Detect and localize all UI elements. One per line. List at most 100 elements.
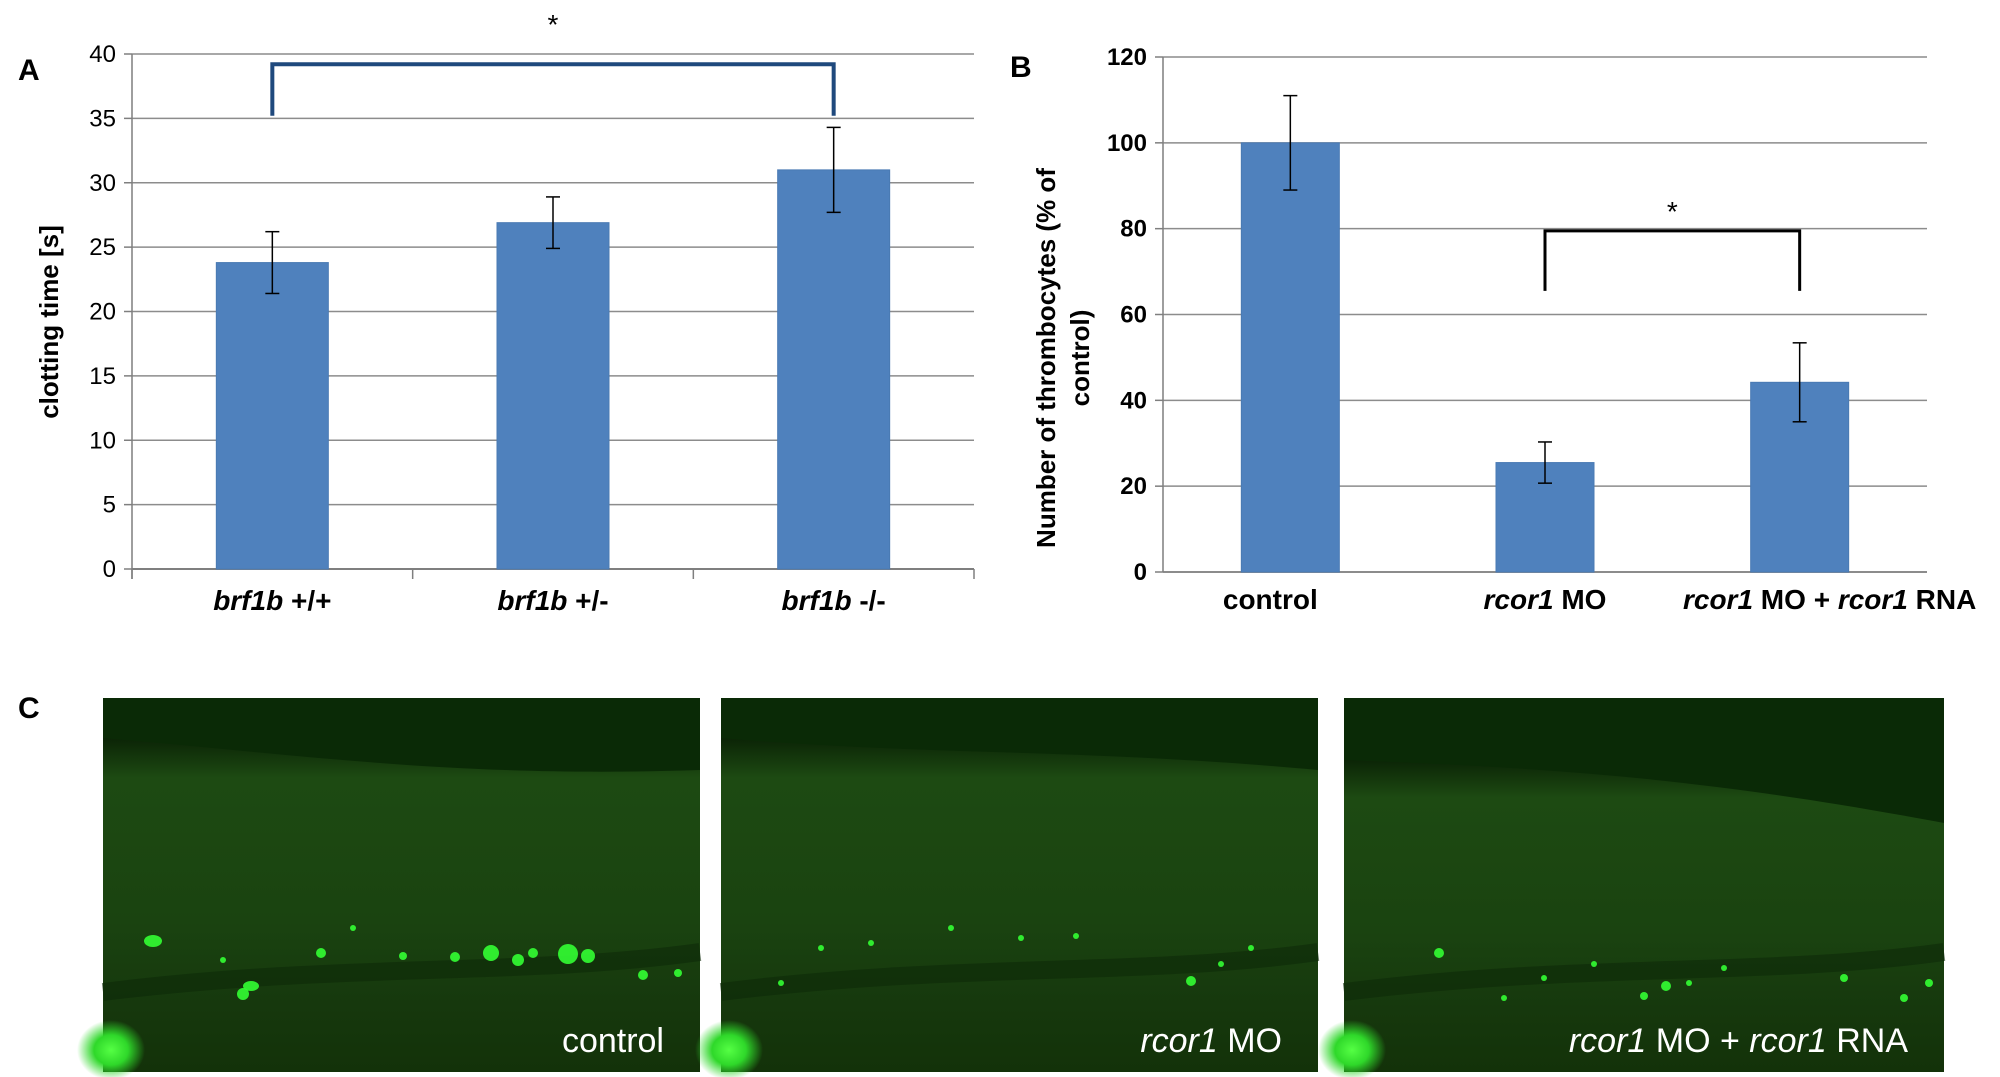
chart-b-y-tick-label: 40: [1120, 387, 1147, 414]
chart-b-significance-bracket: [1543, 229, 1802, 291]
chart-a-clotting-time: clotting time [s] 0 5 10 15 20 25 30 35 40 brf1b …: [34, 9, 975, 616]
thrombocyte-dot: [1640, 992, 1648, 1000]
thrombocyte-dot: [1900, 994, 1908, 1002]
chart-a-category-label: brf1b +/-: [497, 585, 608, 616]
chart-a-category-gene: brf1b: [782, 585, 852, 616]
chart-b-y-tick-label: 120: [1107, 44, 1147, 71]
thrombocyte-dot: [450, 952, 460, 962]
chart-a-bar: [496, 222, 610, 570]
thrombocyte-dot: [581, 949, 595, 963]
panel-label-a: A: [18, 54, 40, 87]
micrograph-label-part: rcor1: [1569, 1022, 1646, 1060]
micrograph-label-part: rcor1: [1140, 1022, 1217, 1060]
micrograph-panel-c: control rcor1 MO rcor1 MO + rcor1 RNA: [77, 698, 1946, 1077]
chart-b-y-tick-label: 0: [1134, 559, 1147, 586]
micrograph-edge-glow: [1318, 1020, 1386, 1077]
micrograph-vessel: [1342, 943, 1946, 1001]
thrombocyte-dot: [350, 925, 356, 931]
chart-b-category-label-part: control: [1223, 584, 1318, 615]
chart-b-category-label: rcor1 MO: [1484, 584, 1607, 615]
thrombocyte-dot: [399, 952, 407, 960]
micrograph-image: control: [77, 698, 702, 1077]
thrombocyte-dot: [144, 935, 162, 947]
thrombocyte-dot: [558, 944, 578, 964]
chart-b-bar: [1240, 142, 1340, 573]
thrombocyte-dot: [868, 940, 874, 946]
thrombocyte-dot: [1591, 961, 1597, 967]
micrograph-label-part: rcor1: [1749, 1022, 1826, 1060]
chart-a-significance-bracket: [270, 62, 836, 116]
micrograph-label-part: control: [562, 1022, 664, 1060]
thrombocyte-dot: [1541, 975, 1547, 981]
panel-label-c: C: [18, 692, 40, 725]
thrombocyte-dot: [1721, 965, 1727, 971]
thrombocyte-dot: [674, 969, 682, 977]
micrograph-tissue: [721, 738, 1318, 1072]
chart-b-thrombocytes: Number of thrombocytes (% of control) 0 2…: [1031, 44, 1976, 615]
chart-a-y-tick-label: 25: [89, 234, 116, 261]
thrombocyte-dot: [220, 957, 226, 963]
chart-a-y-tick-label: 40: [89, 41, 116, 68]
thrombocyte-dot: [1501, 995, 1507, 1001]
thrombocyte-dot: [1018, 935, 1024, 941]
thrombocyte-dot: [1434, 948, 1444, 958]
chart-b-y-tick-label: 100: [1107, 130, 1147, 157]
thrombocyte-dot: [1186, 976, 1196, 986]
thrombocyte-dot: [512, 954, 524, 966]
thrombocyte-dot: [1218, 961, 1224, 967]
chart-b-category-label-part: RNA: [1908, 584, 1976, 615]
chart-a-category-genotype: +/+: [283, 585, 331, 616]
thrombocyte-dot: [778, 980, 784, 986]
micrograph-tissue: [1344, 760, 1944, 1072]
thrombocyte-dot: [948, 925, 954, 931]
chart-a-y-tick-label: 10: [89, 427, 116, 454]
thrombocyte-dot: [1925, 979, 1933, 987]
chart-a-y-axis-label: clotting time [s]: [34, 225, 64, 419]
thrombocyte-dot: [483, 945, 499, 961]
thrombocyte-dot: [818, 945, 824, 951]
micrograph-image: rcor1 MO: [695, 698, 1320, 1077]
chart-b-y-tick-label: 80: [1120, 216, 1147, 243]
thrombocyte-dot: [243, 981, 259, 991]
chart-a-category-label: brf1b +/+: [213, 585, 331, 616]
thrombocyte-dot: [1073, 933, 1079, 939]
chart-a-y-tick-label: 0: [103, 556, 116, 583]
chart-b-category-label-part: rcor1: [1683, 584, 1753, 615]
micrograph-vessel: [101, 943, 702, 1001]
chart-b-y-axis-label-line1: Number of thrombocytes (% of: [1031, 168, 1061, 548]
chart-b-category-label: control: [1223, 584, 1318, 615]
chart-a-category-genotype: -/-: [852, 585, 886, 616]
chart-b-y-tick-label: 60: [1120, 302, 1147, 329]
thrombocyte-dot: [638, 970, 648, 980]
chart-b-category-label-part: MO: [1554, 584, 1607, 615]
thrombocyte-dot: [316, 948, 326, 958]
chart-b-category-label-part: rcor1: [1838, 584, 1908, 615]
chart-b-y-axis-label-line2: control): [1065, 310, 1095, 407]
micrograph-label: control: [562, 1022, 664, 1060]
chart-a-category-genotype: +/-: [567, 585, 608, 616]
micrograph-label: rcor1 MO: [1140, 1022, 1282, 1060]
chart-a-bar: [215, 262, 329, 570]
chart-a-y-tick-label: 15: [89, 363, 116, 390]
chart-b-category-label-part: MO +: [1753, 584, 1838, 615]
thrombocyte-dot: [1248, 945, 1254, 951]
chart-b-category-label: rcor1 MO + rcor1 RNA: [1683, 584, 1976, 615]
micrograph-label-part: RNA: [1827, 1022, 1909, 1060]
chart-a-significance-star: *: [548, 9, 559, 40]
thrombocyte-dot: [237, 988, 249, 1000]
chart-a-bar: [777, 169, 891, 570]
micrograph-label-part: MO +: [1646, 1022, 1749, 1060]
micrograph-label: rcor1 MO + rcor1 RNA: [1569, 1022, 1908, 1060]
chart-b-y-tick-label: 20: [1120, 473, 1147, 500]
thrombocyte-dot: [1686, 980, 1692, 986]
chart-a-category-gene: brf1b: [497, 585, 567, 616]
thrombocyte-dot: [528, 948, 538, 958]
chart-b-category-label-part: rcor1: [1484, 584, 1554, 615]
chart-a-category-label: brf1b -/-: [782, 585, 886, 616]
chart-a-y-tick-label: 35: [89, 105, 116, 132]
panel-label-b: B: [1010, 51, 1032, 84]
chart-a-y-tick-label: 30: [89, 170, 116, 197]
micrograph-vessel: [719, 943, 1320, 1001]
thrombocyte-dot: [1661, 981, 1671, 991]
